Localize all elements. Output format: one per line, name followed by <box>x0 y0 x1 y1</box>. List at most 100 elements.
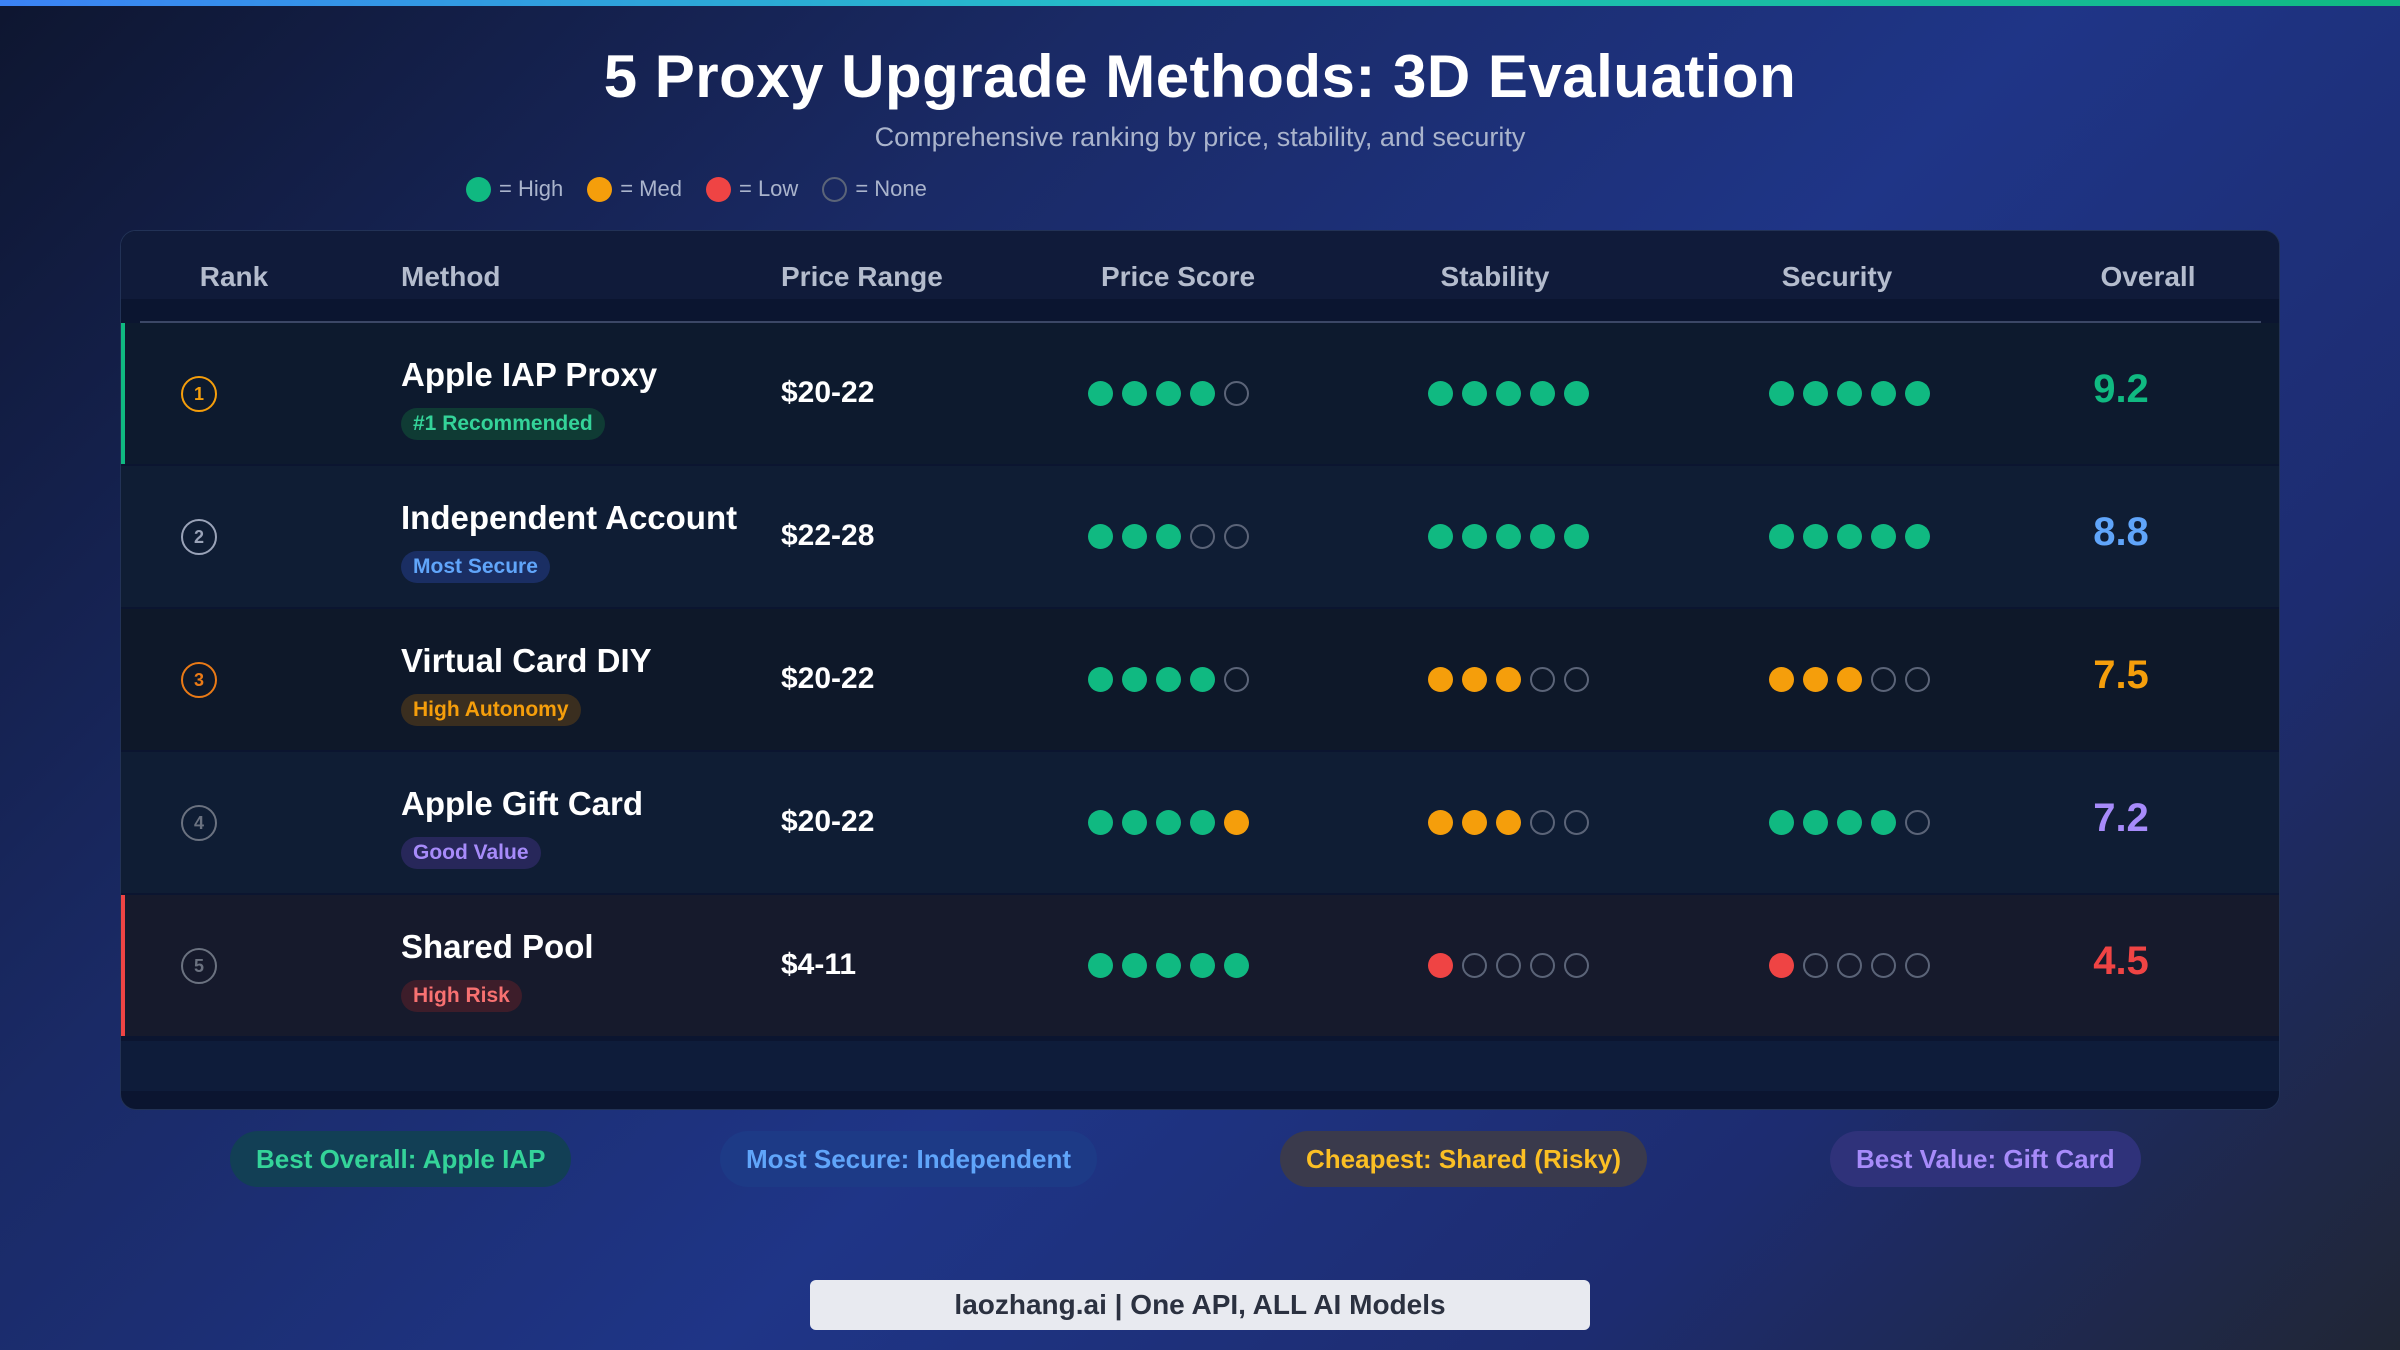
rating-dot-low-icon <box>1769 953 1794 978</box>
rating-dot-med-icon <box>1803 667 1828 692</box>
method-badge: High Autonomy <box>401 694 581 726</box>
overall-score: 7.5 <box>2093 653 2149 697</box>
price-range: $4-11 <box>781 948 857 981</box>
rating-dot-high-icon <box>1837 810 1862 835</box>
summary-pill: Most Secure: Independent <box>720 1131 1098 1187</box>
rating-dot-none-icon <box>1905 667 1930 692</box>
rating-dot-none-icon <box>1496 953 1521 978</box>
rating-dot-high-icon <box>1871 810 1896 835</box>
rating-dot-none-icon <box>1837 953 1862 978</box>
legend-item-high: = High <box>466 176 563 202</box>
summary-pill: Best Value: Gift Card <box>1830 1131 2141 1187</box>
rating-dot-high-icon <box>1156 524 1181 549</box>
rating-dot-high-icon <box>1496 381 1521 406</box>
rating-dot-med-icon <box>1837 667 1862 692</box>
rating-dot-none-icon <box>1803 953 1828 978</box>
rating-dot-med-icon <box>1462 667 1487 692</box>
chart-subtitle: Comprehensive ranking by price, stabilit… <box>874 122 1526 152</box>
security-rating <box>1769 667 1939 692</box>
rating-dot-high-icon <box>1462 381 1487 406</box>
table-row: 5 Shared Pool High Risk $4-11 4.5 <box>121 895 2279 1036</box>
method-badge: #1 Recommended <box>401 408 605 440</box>
rating-dot-none-icon <box>1564 810 1589 835</box>
overall-score: 8.8 <box>2093 510 2149 554</box>
rating-dot-high-icon <box>1769 524 1794 549</box>
rating-dot-high-icon <box>1122 381 1147 406</box>
security-rating <box>1769 524 1939 549</box>
rating-dot-high-icon <box>1803 810 1828 835</box>
column-header-overall: Overall <box>2100 261 2196 292</box>
rating-dot-med-icon <box>1428 810 1453 835</box>
rating-dot-none-icon <box>1871 667 1896 692</box>
stability-rating <box>1428 381 1598 406</box>
rating-dot-high-icon <box>1156 810 1181 835</box>
rating-dot-high-icon <box>1428 524 1453 549</box>
legend-item-med: = Med <box>587 176 682 202</box>
price-range: $20-22 <box>781 662 875 695</box>
legend-dot-high-icon <box>466 176 491 202</box>
legend-label: = Med <box>620 176 682 201</box>
security-rating <box>1769 953 1939 978</box>
rating-dot-none-icon <box>1462 953 1487 978</box>
legend-label: = High <box>499 176 564 201</box>
rank-badge: 5 <box>181 948 217 984</box>
column-header-rank: Rank <box>199 261 269 292</box>
rating-dot-high-icon <box>1088 524 1113 549</box>
footer-banner: laozhang.ai | One API, ALL AI Models <box>810 1280 1590 1330</box>
rating-dot-high-icon <box>1564 381 1589 406</box>
price-score-rating <box>1088 810 1258 835</box>
legend-item-low: = Low <box>705 176 798 202</box>
top-accent-bar <box>0 0 2400 6</box>
rating-dot-high-icon <box>1564 524 1589 549</box>
rating-dot-high-icon <box>1837 381 1862 406</box>
rating-dot-high-icon <box>1530 381 1555 406</box>
rating-dot-none-icon <box>1871 953 1896 978</box>
legend-dot-low-icon <box>705 176 731 202</box>
rating-dot-med-icon <box>1769 667 1794 692</box>
summary-pill: Best Overall: Apple IAP <box>230 1131 572 1187</box>
method-name: Shared Pool <box>401 928 594 965</box>
rating-dot-high-icon <box>1871 524 1896 549</box>
stability-rating <box>1428 667 1598 692</box>
rating-dot-high-icon <box>1190 667 1215 692</box>
rating-dot-med-icon <box>1462 810 1487 835</box>
table-row: 1 Apple IAP Proxy #1 Recommended $20-22 9.2 <box>121 323 2279 464</box>
stability-rating <box>1428 953 1598 978</box>
rating-dot-high-icon <box>1530 524 1555 549</box>
table-row: 2 Independent Account Most Secure $22-28 8.8 <box>121 466 2279 607</box>
rating-dot-high-icon <box>1837 524 1862 549</box>
rating-dot-none-icon <box>1530 953 1555 978</box>
rating-dot-none-icon <box>1224 524 1249 549</box>
price-score-rating <box>1088 667 1258 692</box>
overall-score: 4.5 <box>2093 939 2149 983</box>
table-footer-band <box>121 1041 2279 1091</box>
rating-dot-high-icon <box>1156 953 1181 978</box>
rating-dot-high-icon <box>1156 667 1181 692</box>
rating-dot-high-icon <box>1088 810 1113 835</box>
price-range: $20-22 <box>781 376 875 409</box>
rank-badge: 2 <box>181 519 217 555</box>
method-name: Independent Account <box>401 499 738 536</box>
column-header-security: Security <box>1781 261 1893 292</box>
rating-dot-high-icon <box>1905 524 1930 549</box>
table-row: 4 Apple Gift Card Good Value $20-22 7.2 <box>121 752 2279 893</box>
price-range: $20-22 <box>781 805 875 838</box>
method-name: Apple Gift Card <box>401 785 644 822</box>
rating-dot-high-icon <box>1190 953 1215 978</box>
rating-dot-none-icon <box>1224 667 1249 692</box>
rating-dot-high-icon <box>1190 810 1215 835</box>
rating-dot-high-icon <box>1122 810 1147 835</box>
rating-dot-high-icon <box>1190 381 1215 406</box>
security-rating <box>1769 810 1939 835</box>
rating-dot-med-icon <box>1428 667 1453 692</box>
column-header-stability: Stability <box>1440 261 1550 292</box>
method-badge: Most Secure <box>401 551 550 583</box>
rating-dot-none-icon <box>1905 953 1930 978</box>
rating-dot-high-icon <box>1428 381 1453 406</box>
method-badge: Good Value <box>401 837 541 869</box>
rating-dot-none-icon <box>1224 381 1249 406</box>
rating-dot-high-icon <box>1156 381 1181 406</box>
row-accent-bar <box>121 323 125 464</box>
rating-dot-high-icon <box>1496 524 1521 549</box>
header-divider <box>140 321 2261 323</box>
